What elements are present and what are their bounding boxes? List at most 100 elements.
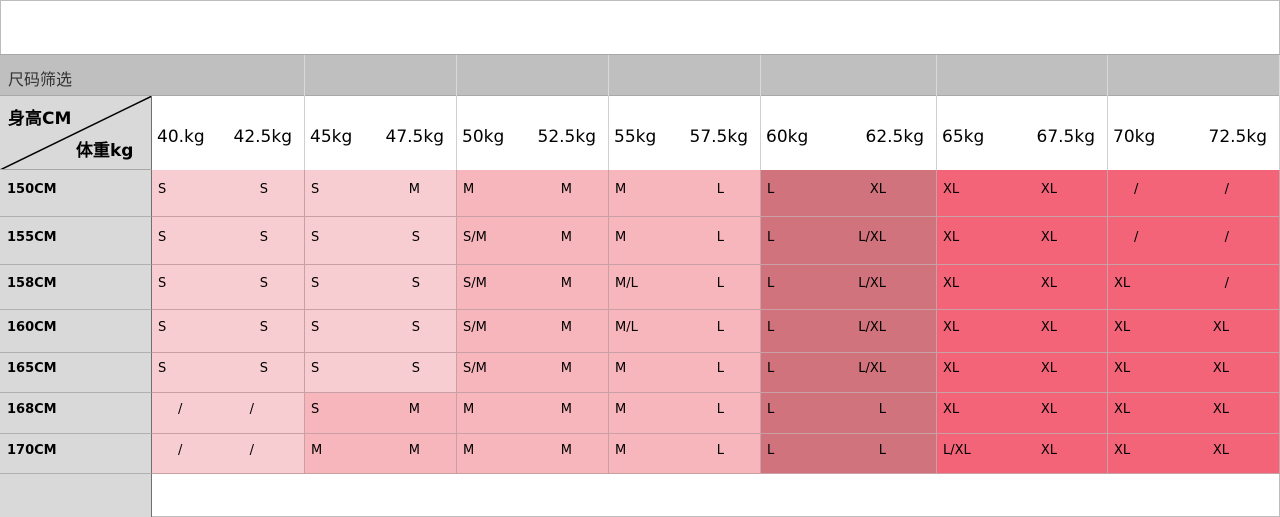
size-value: XL [1040,320,1057,335]
weight-label: 65kg [942,127,985,147]
size-value: L [767,361,775,376]
size-value: L [878,443,886,458]
size-value: / [249,402,254,417]
size-value: S/M [463,230,487,245]
size-value: XL [1040,361,1057,376]
size-value: L/XL [858,276,886,291]
size-cell-group: XL XL [1108,310,1280,353]
size-value: S/M [463,276,487,291]
filter-header-cell [1108,55,1280,96]
height-row-label: 150CM [0,170,152,217]
filter-header-cell [609,55,761,96]
size-value: / [1134,182,1139,197]
size-value: S [411,230,420,245]
height-row-label: 165CM [0,353,152,393]
size-value: M [408,443,420,458]
size-cell-group: S/M M [457,217,609,265]
size-cell-group: / / [152,393,305,434]
size-cell-group: XL XL [1108,434,1280,474]
weight-header-cell: 60kg 62.5kg [761,96,937,170]
filter-header-cell [761,55,937,96]
size-value: M/L [615,320,638,335]
height-row-label: 155CM [0,217,152,265]
size-value: S [259,230,268,245]
weight-header-cell: 40.kg 42.5kg [152,96,305,170]
size-value: L/XL [858,230,886,245]
filter-header-cell [305,55,457,96]
weight-label: 50kg [462,127,505,147]
size-cell-group: / / [152,434,305,474]
size-cell-group: L L/XL [761,353,937,393]
size-value: L [767,230,775,245]
size-value: XL [1212,320,1229,335]
weight-label: 67.5kg [1036,127,1096,147]
size-value: XL [1114,276,1131,291]
weight-axis-label: 体重kg [76,141,134,161]
size-value: L [767,182,775,197]
weight-label: 57.5kg [689,127,749,147]
size-value: L [767,443,775,458]
size-value: XL [1040,443,1057,458]
size-value: L [716,230,724,245]
weight-header-cell: 70kg 72.5kg [1108,96,1280,170]
size-cell-group: / / [1108,170,1280,217]
corner-header-cell: 身高CM 体重kg [0,96,152,170]
size-cell-group: XL / [1108,265,1280,310]
size-value: L [716,182,724,197]
size-cell-group: L XL [761,170,937,217]
weight-label: 52.5kg [537,127,597,147]
size-value: S [158,320,167,335]
size-value: L [767,276,775,291]
weight-label: 40.kg [157,127,205,147]
size-value: / [249,443,254,458]
size-cell-group: XL XL [937,310,1108,353]
size-value: XL [1212,361,1229,376]
weight-header-cell: 45kg 47.5kg [305,96,457,170]
size-value: XL [1114,443,1131,458]
weight-header-cell: 55kg 57.5kg [609,96,761,170]
size-value: S [311,402,320,417]
size-value: XL [943,320,960,335]
size-cell-group: XL XL [937,217,1108,265]
size-value: S [158,276,167,291]
size-value: S/M [463,361,487,376]
size-value: M [560,443,572,458]
size-value: XL [943,230,960,245]
size-value: XL [943,402,960,417]
size-cell-group: XL XL [1108,393,1280,434]
size-value: M [463,402,475,417]
size-cell-group: XL XL [937,393,1108,434]
size-value: M [408,182,420,197]
size-value: S [259,320,268,335]
size-cell-group: L L/XL [761,310,937,353]
size-value: M [615,182,627,197]
size-value: S [411,276,420,291]
size-value: / [1134,230,1139,245]
size-cell-group: / / [1108,217,1280,265]
filter-header-row: 尺码筛选 [0,54,1280,96]
size-value: S [259,276,268,291]
size-value: L [716,402,724,417]
size-cell-group: L L/XL [761,217,937,265]
size-value: XL [943,361,960,376]
size-value: L [878,402,886,417]
weight-label: 70kg [1113,127,1156,147]
size-value: S [158,230,167,245]
weight-label: 47.5kg [385,127,445,147]
weight-header-cell: 65kg 67.5kg [937,96,1108,170]
height-row-label: 160CM [0,310,152,353]
size-value: L [716,361,724,376]
size-cell-group: XL XL [937,265,1108,310]
size-value: / [1224,182,1229,197]
